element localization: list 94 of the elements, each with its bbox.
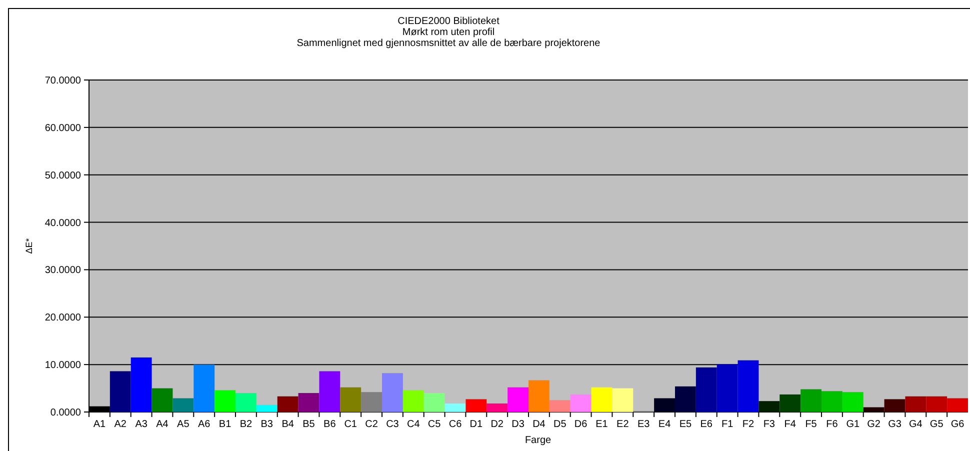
y-tick-label: 20.0000 bbox=[44, 312, 82, 324]
bar bbox=[486, 403, 508, 412]
x-tick-label: B4 bbox=[282, 419, 294, 430]
bar bbox=[298, 393, 320, 412]
x-tick-label: F3 bbox=[763, 419, 776, 430]
bar bbox=[528, 380, 550, 412]
x-tick-label: G4 bbox=[909, 419, 923, 430]
y-tick-label: 10.0000 bbox=[44, 360, 82, 372]
x-axis-title: Farge bbox=[524, 435, 552, 446]
x-tick-label: F5 bbox=[805, 419, 818, 430]
y-tick-label: 70.0000 bbox=[44, 76, 82, 86]
bar bbox=[256, 404, 278, 412]
bar bbox=[884, 399, 906, 412]
bar bbox=[675, 386, 696, 412]
x-tick-label: C3 bbox=[386, 419, 400, 430]
x-tick-label: A5 bbox=[177, 419, 190, 430]
bar bbox=[716, 364, 738, 412]
bar bbox=[508, 387, 528, 412]
x-tick-label: C2 bbox=[365, 419, 378, 430]
bar bbox=[130, 357, 152, 412]
bar bbox=[424, 393, 445, 412]
bar bbox=[444, 403, 466, 412]
bar bbox=[758, 401, 780, 412]
x-tick-label: F6 bbox=[826, 419, 838, 430]
x-tick-label: A4 bbox=[156, 419, 169, 430]
x-tick-label: E2 bbox=[616, 419, 630, 430]
x-tick-label: C5 bbox=[428, 419, 442, 430]
bar bbox=[549, 400, 570, 412]
y-axis-title: ΔE* bbox=[24, 238, 34, 254]
bar bbox=[926, 396, 948, 412]
bar bbox=[319, 371, 340, 412]
x-tick-label: B5 bbox=[302, 419, 316, 430]
x-tick-label: A2 bbox=[114, 419, 127, 430]
bar bbox=[612, 388, 634, 412]
x-tick-label: B3 bbox=[260, 419, 274, 430]
chart-title: CIEDE2000 Biblioteket bbox=[398, 16, 500, 27]
bar bbox=[822, 391, 842, 412]
x-tick-label: E3 bbox=[637, 419, 650, 430]
bar bbox=[570, 394, 592, 412]
x-tick-label: D6 bbox=[574, 419, 588, 430]
x-tick-label: B2 bbox=[240, 419, 253, 430]
x-tick-label: B6 bbox=[324, 419, 336, 430]
bar bbox=[382, 373, 403, 412]
chart-subtitle: Mørkt rom uten profil Sammenlignet med gjennosmsnittet av alle de bærbare projektorene bbox=[296, 27, 601, 49]
x-tick-label: A3 bbox=[135, 419, 148, 430]
bar bbox=[110, 371, 131, 412]
x-tick-label: D4 bbox=[532, 419, 546, 430]
bar bbox=[842, 392, 864, 412]
y-tick-label: 50.0000 bbox=[44, 170, 82, 182]
x-tick-label: C6 bbox=[448, 419, 462, 430]
x-tick-label: G6 bbox=[950, 419, 965, 430]
x-tick-label: G1 bbox=[846, 419, 860, 430]
bar bbox=[194, 364, 215, 412]
bar bbox=[152, 388, 173, 412]
bar bbox=[466, 399, 487, 412]
x-tick-label: F2 bbox=[742, 419, 755, 430]
x-tick-label: F1 bbox=[721, 419, 734, 430]
x-tick-label: D2 bbox=[490, 419, 504, 430]
y-tick-label: 40.0000 bbox=[44, 218, 82, 229]
bar bbox=[361, 392, 382, 412]
bar bbox=[340, 387, 362, 412]
x-tick-label: D1 bbox=[470, 419, 483, 430]
x-tick-label: C1 bbox=[344, 419, 358, 430]
bar bbox=[172, 398, 194, 412]
x-tick-label: D5 bbox=[553, 419, 567, 430]
x-tick-label: G3 bbox=[888, 419, 902, 430]
x-tick-label: E1 bbox=[596, 419, 608, 430]
bar bbox=[905, 396, 926, 412]
y-tick-label: 30.0000 bbox=[44, 265, 82, 276]
x-tick-label: B1 bbox=[218, 419, 232, 430]
bar bbox=[863, 407, 884, 412]
bar bbox=[696, 367, 717, 412]
bar bbox=[277, 396, 298, 412]
bar bbox=[800, 389, 822, 412]
bar bbox=[780, 394, 801, 412]
x-tick-label: D3 bbox=[512, 419, 525, 430]
y-tick-label: 60.0000 bbox=[44, 122, 82, 134]
x-tick-label: C4 bbox=[406, 419, 420, 430]
x-tick-label: F4 bbox=[784, 419, 796, 430]
x-tick-label: E5 bbox=[679, 419, 692, 430]
x-tick-label: A6 bbox=[198, 419, 211, 430]
bar bbox=[402, 390, 424, 412]
x-tick-label: G2 bbox=[867, 419, 881, 430]
x-tick-label: E4 bbox=[658, 419, 672, 430]
x-tick-label: G5 bbox=[930, 419, 944, 430]
bar bbox=[591, 387, 612, 412]
y-tick-label: 0.0000 bbox=[50, 408, 82, 418]
x-tick-label: A1 bbox=[93, 419, 106, 430]
x-tick-label: E6 bbox=[700, 419, 713, 430]
bar bbox=[947, 398, 968, 412]
bar bbox=[214, 390, 236, 412]
bar bbox=[654, 398, 675, 412]
bar bbox=[236, 393, 256, 412]
bar bbox=[738, 360, 759, 412]
